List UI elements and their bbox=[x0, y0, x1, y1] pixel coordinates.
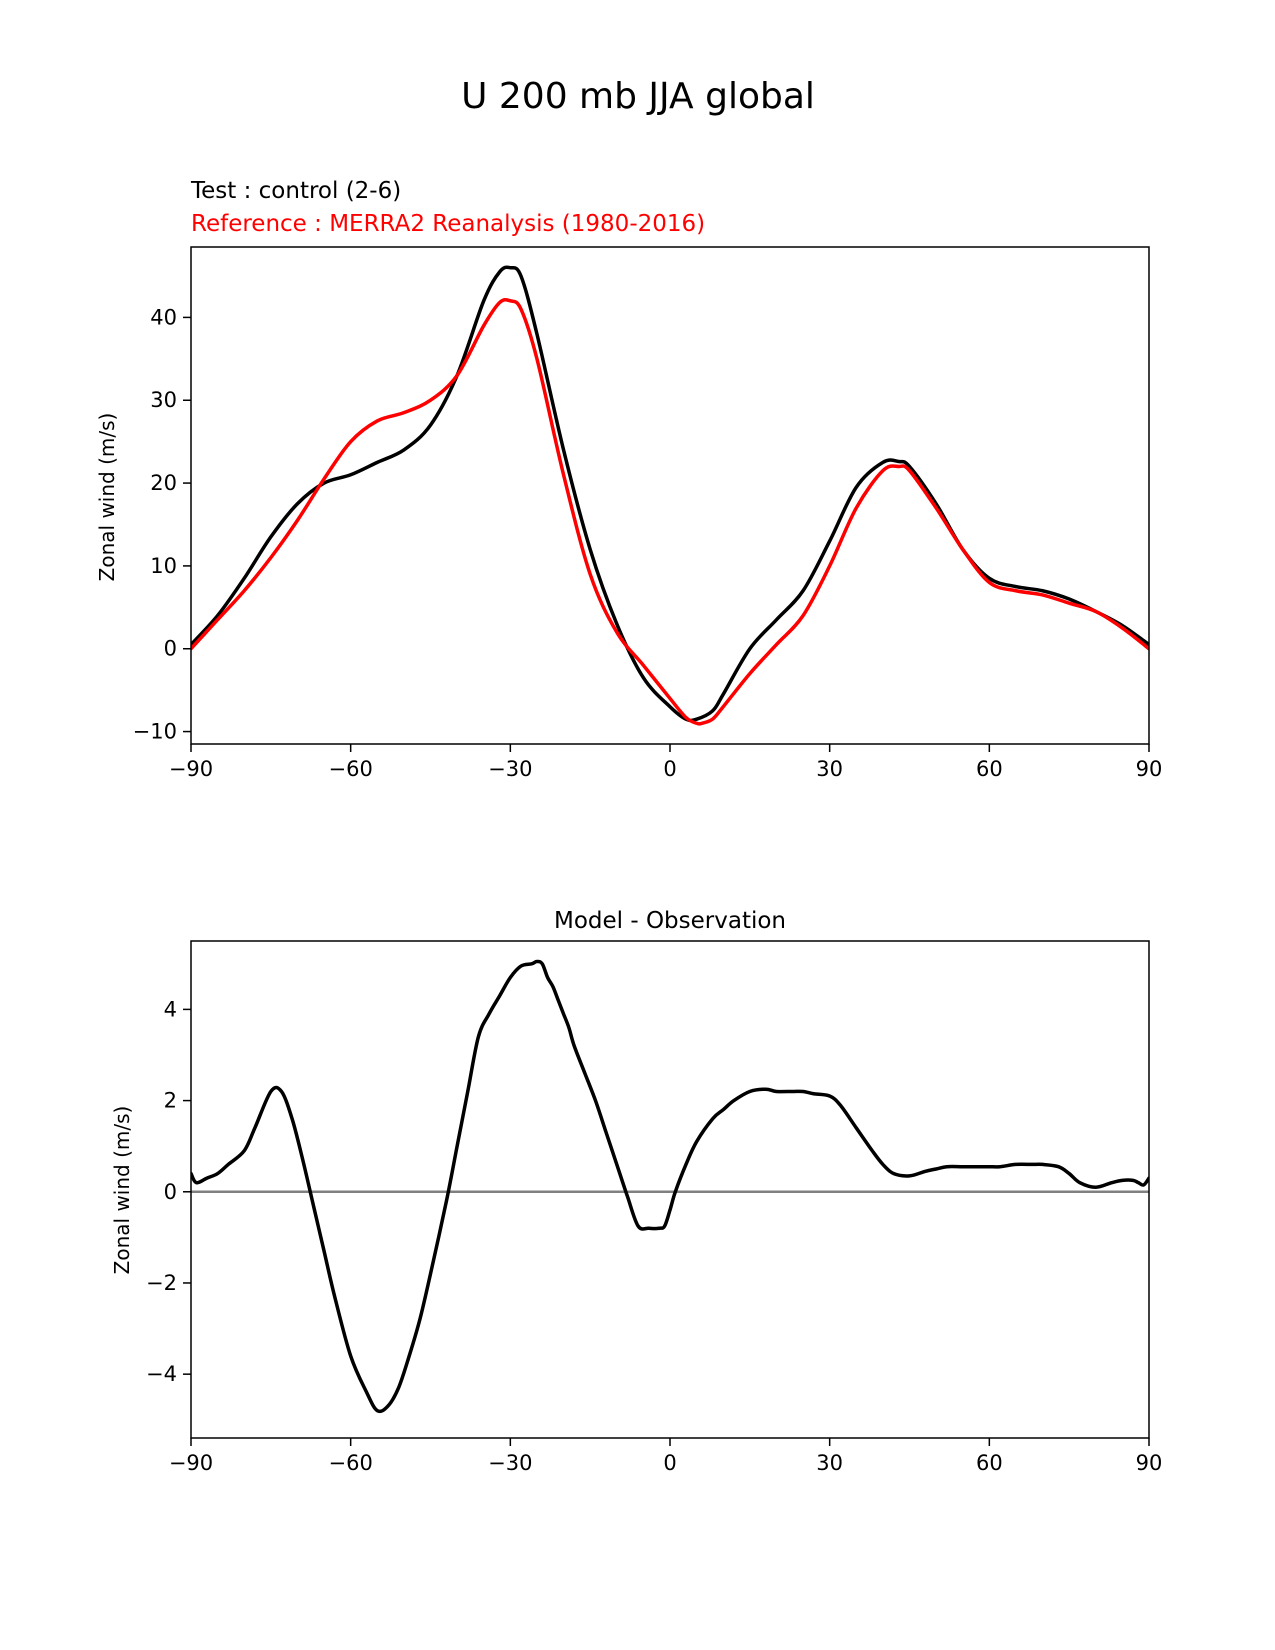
top-ytick-label: 20 bbox=[150, 471, 177, 495]
bottom-ylabel: Zonal wind (m/s) bbox=[110, 1106, 134, 1275]
top-ytick-label: 30 bbox=[150, 388, 177, 412]
top-ytick-label: 10 bbox=[150, 554, 177, 578]
top-xtick-label: −60 bbox=[329, 757, 373, 781]
top-panel: Test : control (2-6) Reference : MERRA2 … bbox=[95, 178, 1162, 781]
top-axes-frame bbox=[190, 246, 1150, 745]
bottom-xtick-label: −90 bbox=[169, 1451, 213, 1475]
bottom-xtick-label: 0 bbox=[663, 1451, 676, 1475]
top-xtick-label: 60 bbox=[976, 757, 1003, 781]
bottom-ytick-label: 0 bbox=[164, 1180, 177, 1204]
top-ytick-label: 0 bbox=[164, 637, 177, 661]
top-reference-line bbox=[191, 297, 1149, 726]
bottom-xtick-label: 60 bbox=[976, 1451, 1003, 1475]
top-series-group bbox=[191, 265, 1149, 726]
bottom-axes-frame bbox=[190, 940, 1150, 1439]
bottom-title: Model - Observation bbox=[554, 908, 786, 934]
bottom-diff-line bbox=[191, 959, 1149, 1414]
bottom-ytick-label: −4 bbox=[146, 1362, 177, 1386]
top-ytick-label: 40 bbox=[150, 305, 177, 329]
bottom-ytick-label: −2 bbox=[146, 1271, 177, 1295]
top-ytick-label: −10 bbox=[133, 720, 177, 744]
test-label: Test : control (2-6) bbox=[190, 178, 401, 204]
top-xtick-label: 90 bbox=[1136, 757, 1163, 781]
bottom-xtick-label: 30 bbox=[816, 1451, 843, 1475]
top-ticks-group: −90 −60 −30 0 30 60 90 −10 0 10 20 30 40 bbox=[133, 305, 1163, 781]
top-ylabel: Zonal wind (m/s) bbox=[95, 413, 119, 582]
bottom-ytick-label: 4 bbox=[164, 997, 177, 1021]
reference-label: Reference : MERRA2 Reanalysis (1980-2016… bbox=[191, 211, 705, 237]
top-xtick-label: 0 bbox=[663, 757, 676, 781]
top-xtick-label: −30 bbox=[488, 757, 532, 781]
bottom-xtick-label: −60 bbox=[329, 1451, 373, 1475]
top-test-line bbox=[191, 265, 1149, 723]
top-xtick-label: 30 bbox=[816, 757, 843, 781]
bottom-ticks-group: −90 −60 −30 0 30 60 90 −4 −2 0 2 4 bbox=[146, 997, 1162, 1475]
bottom-xtick-label: 90 bbox=[1136, 1451, 1163, 1475]
top-xtick-label: −90 bbox=[169, 757, 213, 781]
bottom-panel: Model - Observation Zonal wind (m/s) −90… bbox=[110, 908, 1162, 1475]
bottom-ytick-label: 2 bbox=[164, 1089, 177, 1113]
bottom-xtick-label: −30 bbox=[488, 1451, 532, 1475]
figure-title: U 200 mb JJA global bbox=[461, 76, 815, 117]
bottom-series-group bbox=[191, 959, 1149, 1414]
